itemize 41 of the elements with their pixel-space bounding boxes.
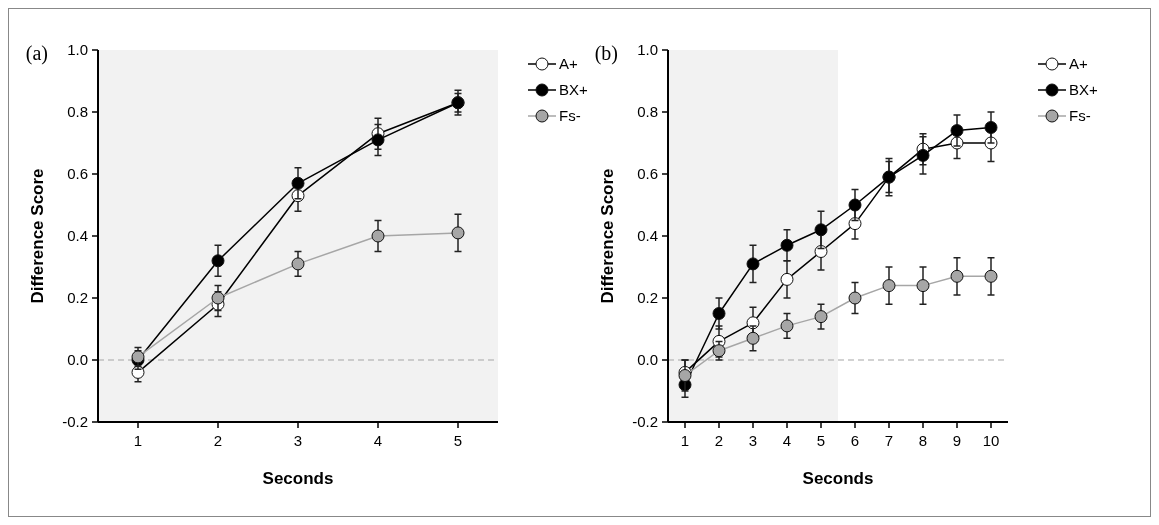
- x-tick-label: 1: [680, 432, 690, 449]
- y-tick-label: 0.0: [67, 351, 88, 369]
- x-tick-label: 1: [133, 432, 143, 449]
- chart-title: (a): [25, 42, 48, 65]
- chart-title: (b): [594, 42, 618, 65]
- legend-label: Fs-: [1069, 107, 1091, 125]
- legend-label: Fs-: [559, 107, 581, 125]
- x-tick-label: 5: [453, 432, 463, 449]
- y-tick-label: 0.6: [67, 165, 88, 183]
- y-tick-label: 0.8: [67, 103, 88, 121]
- y-axis-title: Difference Score: [28, 168, 47, 304]
- x-tick-label: 9: [952, 432, 962, 449]
- x-tick-label: 8: [918, 432, 928, 449]
- y-tick-label: -0.2: [632, 413, 658, 431]
- x-tick-label: 5: [816, 432, 826, 449]
- x-tick-label: 4: [373, 432, 383, 449]
- y-tick-label: 1.0: [67, 41, 88, 59]
- y-tick-label: 1.0: [637, 41, 658, 59]
- x-tick-label: 3: [293, 432, 303, 449]
- legend-label: BX+: [1069, 81, 1099, 99]
- legend-label: BX+: [559, 81, 589, 99]
- x-tick-label: 2: [213, 432, 223, 449]
- y-tick-label: 0.4: [637, 227, 658, 245]
- x-tick-label: 2: [714, 432, 724, 449]
- x-axis-title: Seconds: [262, 469, 334, 488]
- x-tick-label: 7: [884, 432, 894, 449]
- x-tick-label: 3: [748, 432, 758, 449]
- y-tick-label: 0.0: [637, 351, 658, 369]
- x-tick-label: 4: [782, 432, 792, 449]
- x-tick-label: 6: [850, 432, 860, 449]
- x-axis-title: Seconds: [802, 469, 874, 488]
- y-tick-label: -0.2: [62, 413, 88, 431]
- y-axis-title: Difference Score: [598, 168, 617, 304]
- y-tick-label: 0.4: [67, 227, 88, 245]
- y-tick-label: 0.6: [637, 165, 658, 183]
- y-tick-label: 0.8: [637, 103, 658, 121]
- legend-label: A+: [1069, 55, 1088, 73]
- y-tick-label: 0.2: [637, 289, 658, 307]
- legend-label: A+: [559, 55, 578, 73]
- y-tick-label: 0.2: [67, 289, 88, 307]
- x-tick-label: 10: [982, 432, 1000, 449]
